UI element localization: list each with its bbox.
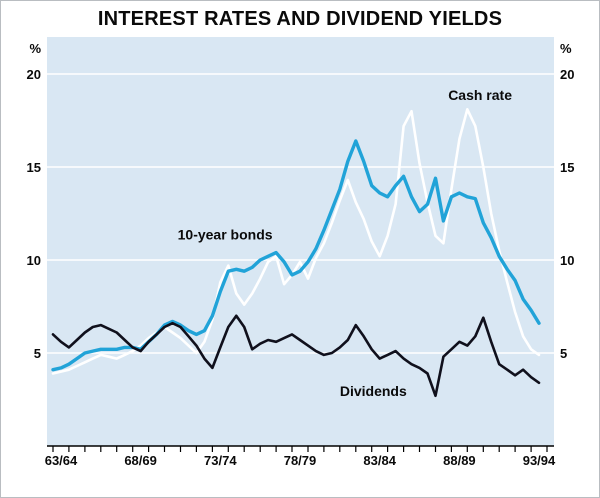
chart-title: INTEREST RATES AND DIVIDEND YIELDS <box>97 8 503 30</box>
y-tick-label-right-10: 10 <box>560 253 574 268</box>
x-tick-label-83-84: 83/84 <box>363 453 396 468</box>
x-tick-label-88-89: 88/89 <box>443 453 476 468</box>
y-tick-label-left-15: 15 <box>27 160 41 175</box>
x-tick-label-73-74: 73/74 <box>204 453 237 468</box>
y-tick-label-left-10: 10 <box>27 253 41 268</box>
dividends-label: Dividends <box>340 383 407 399</box>
10-year-bonds-label: 10-year bonds <box>178 227 273 243</box>
cash-rate-label: Cash rate <box>448 87 512 103</box>
y-tick-label-right-5: 5 <box>560 346 567 361</box>
y-tick-label-left-20: 20 <box>27 67 41 82</box>
y-tick-label-left-5: 5 <box>34 346 41 361</box>
x-tick-label-68-69: 68/69 <box>124 453 157 468</box>
x-tick-label-78-79: 78/79 <box>284 453 317 468</box>
y-axis-unit-left: % <box>29 41 41 56</box>
x-tick-label-63-64: 63/64 <box>45 453 78 468</box>
x-tick-label-93-94: 93/94 <box>523 453 556 468</box>
cash-rate-line <box>51 108 541 375</box>
dividends-line <box>51 314 541 398</box>
plot-area <box>47 37 554 446</box>
y-tick-label-right-20: 20 <box>560 67 574 82</box>
y-axis-unit-right: % <box>560 41 572 56</box>
y-tick-label-right-15: 15 <box>560 160 574 175</box>
